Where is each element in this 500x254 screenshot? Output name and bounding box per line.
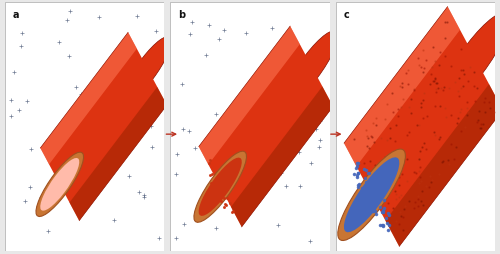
FancyBboxPatch shape (5, 3, 164, 251)
Polygon shape (40, 33, 167, 221)
Text: a: a (13, 10, 20, 20)
Polygon shape (40, 33, 137, 165)
Ellipse shape (124, 37, 172, 101)
Text: c: c (344, 10, 350, 20)
Text: b: b (178, 10, 186, 20)
Polygon shape (344, 8, 460, 167)
Ellipse shape (194, 152, 246, 223)
Polygon shape (344, 8, 500, 246)
Ellipse shape (198, 158, 242, 216)
Polygon shape (386, 85, 500, 246)
Polygon shape (198, 27, 333, 227)
Ellipse shape (442, 13, 500, 105)
Polygon shape (70, 88, 167, 221)
Ellipse shape (338, 149, 406, 241)
FancyBboxPatch shape (336, 3, 495, 251)
FancyBboxPatch shape (170, 3, 330, 251)
Ellipse shape (36, 153, 84, 217)
Ellipse shape (40, 158, 80, 211)
Ellipse shape (286, 31, 338, 102)
Ellipse shape (344, 158, 400, 232)
Polygon shape (198, 27, 300, 165)
Polygon shape (231, 87, 333, 227)
